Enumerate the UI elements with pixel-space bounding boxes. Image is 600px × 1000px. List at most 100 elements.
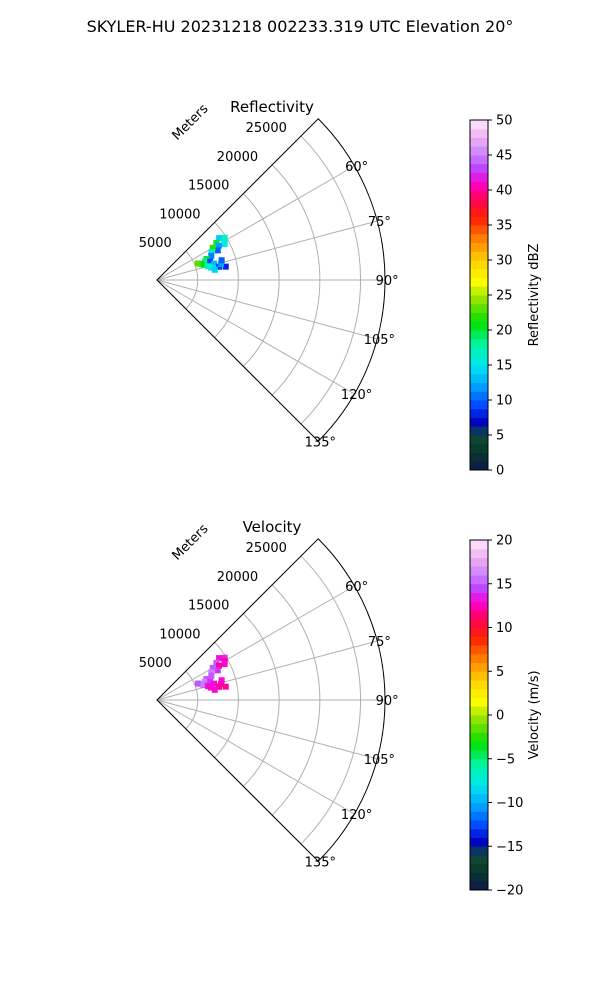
colorbar-tick-label: 20 [496,324,513,339]
radial-tick-label: 10000 [159,627,200,642]
colorbar-segment [470,303,488,313]
data-point [218,677,225,684]
data-point [208,249,215,256]
colorbar-label: Velocity (m/s) [527,670,542,759]
colorbar-segment [470,373,488,383]
colorbar-segment [470,400,488,410]
colorbar-segment [470,741,488,751]
colorbar-tick-label: 15 [496,577,513,592]
colorbar-segment [470,443,488,453]
colorbar-segment [470,715,488,725]
data-point [198,260,205,267]
colorbar-segment [470,837,488,847]
colorbar-segment [470,645,488,655]
colorbar-segment [470,356,488,366]
colorbar-segment [470,233,488,243]
colorbar-segment [470,557,488,567]
data-point [209,664,216,671]
radial-axis-label: Meters [169,521,211,563]
data-point [207,258,214,265]
colorbar-segment [470,198,488,208]
colorbar-segment [470,295,488,305]
data-point [201,678,208,685]
colorbar-segment [470,872,488,882]
colorbar-segment [470,758,488,768]
colorbar-segment [470,365,488,375]
data-point [217,261,224,268]
colorbar-segment [470,216,488,226]
colorbar-tick-label: 5 [496,665,504,680]
colorbar-segment [470,163,488,173]
colorbar-segment [470,811,488,821]
reflectivity-panel: Reflectivity 5000 10000 15000 20000 25000 Mete… [139,98,542,479]
colorbar-segment [470,601,488,611]
data-point [221,237,228,244]
data-point [215,242,222,249]
colorbar-segment [470,426,488,436]
angle-tick-label: 75° [368,215,391,230]
angle-grid-line [156,220,378,281]
radial-axis-label: Meters [169,101,211,143]
colorbar-segment [470,190,488,200]
angle-tick-label: 105° [364,753,395,768]
angle-grid-line [156,585,355,701]
angle-tick-label: 90° [376,694,399,709]
colorbar-segment [470,251,488,261]
colorbar-segment [470,268,488,278]
colorbar-segment [470,802,488,812]
colorbar-segment [470,120,488,130]
data-point [221,657,228,664]
data-point [222,263,229,270]
colorbar-segment [470,767,488,777]
colorbar-segment [470,155,488,165]
angle-grid-line [156,699,355,815]
colorbar-segment [470,680,488,690]
angle-tick-label: 60° [345,580,368,595]
colorbar-segment [470,391,488,401]
colorbar-segment [470,260,488,270]
angle-tick-label: 75° [368,635,391,650]
data-point [208,672,215,679]
angle-tick-label: 135° [305,435,336,450]
data-point [216,655,223,662]
radial-tick-label: 15000 [188,179,229,194]
colorbar-tick-label: −20 [496,884,523,899]
velocity-panel: Velocity 5000 10000 15000 20000 25000 Meters 60… [139,518,542,899]
polar-frame [156,118,386,442]
colorbar-segment [470,697,488,707]
colorbar-segment [470,592,488,602]
data-point [208,669,215,676]
panel-title: Reflectivity [230,98,314,116]
colorbar-segment [470,461,488,471]
angle-grid-line [156,640,378,701]
data-point [211,260,218,267]
colorbar-segment [470,723,488,733]
colorbar-segment [470,653,488,663]
colorbar-segment [470,128,488,138]
data-point [201,258,208,265]
colorbar-tick-label: 45 [496,149,513,164]
colorbar-segment [470,828,488,838]
angle-tick-label: 60° [345,160,368,175]
radial-tick-label: 5000 [139,656,172,671]
radial-tick-label: 25000 [246,541,287,556]
colorbar-segment [470,321,488,331]
angle-tick-label: 120° [341,808,372,823]
colorbar-tick-label: 30 [496,254,513,269]
data-point [194,260,201,267]
data-point [214,247,221,254]
colorbar-segment [470,382,488,392]
colorbar-segment [470,452,488,462]
colorbar-tick-label: −10 [496,796,523,811]
data-point [216,235,223,242]
colorbar-segment [470,207,488,217]
colorbar-segment [470,146,488,156]
data-point [222,683,229,690]
colorbar-tick-label: 10 [496,394,513,409]
colorbar-tick-label: −15 [496,840,523,855]
data-point [211,686,218,693]
colorbar-segment [470,855,488,865]
colorbar-segment [470,435,488,445]
polar-frame [156,538,386,862]
colorbar-segment [470,846,488,856]
